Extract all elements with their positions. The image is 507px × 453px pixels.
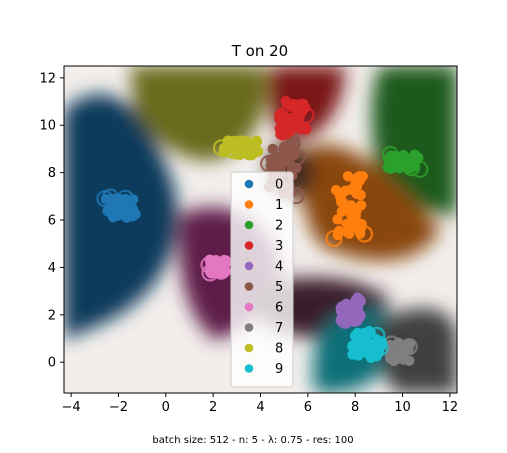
data-point bbox=[349, 184, 359, 194]
data-point bbox=[352, 293, 362, 303]
data-point bbox=[291, 139, 301, 149]
y-axis: 0 2 4 6 8 10 12 bbox=[39, 71, 64, 370]
data-point bbox=[356, 200, 366, 210]
legend-label: 5 bbox=[275, 280, 283, 295]
legend-marker bbox=[245, 344, 254, 353]
data-point bbox=[353, 337, 363, 347]
legend-box bbox=[231, 172, 293, 387]
legend-label: 3 bbox=[275, 239, 283, 254]
y-tick-label: 2 bbox=[48, 308, 56, 323]
legend-label: 7 bbox=[275, 321, 283, 336]
legend-marker bbox=[245, 262, 254, 271]
chart-caption: batch size: 512 - n: 5 - λ: 0.75 - res: … bbox=[152, 435, 353, 446]
data-point bbox=[253, 146, 263, 156]
legend: 0 1 2 3 4 5 6 7 8 9 bbox=[231, 172, 293, 387]
data-point bbox=[251, 135, 261, 145]
x-tick-label: 4 bbox=[256, 400, 264, 415]
x-tick-label: −2 bbox=[109, 400, 128, 415]
legend-marker bbox=[245, 200, 254, 209]
y-tick-label: 12 bbox=[39, 71, 56, 86]
x-tick-label: −4 bbox=[62, 400, 81, 415]
legend-label: 9 bbox=[275, 362, 283, 377]
data-point bbox=[342, 227, 352, 237]
legend-marker bbox=[245, 323, 254, 332]
y-tick-label: 4 bbox=[48, 261, 56, 276]
y-tick-label: 10 bbox=[39, 119, 56, 134]
data-point bbox=[127, 211, 137, 221]
data-point bbox=[353, 172, 363, 182]
legend-label: 0 bbox=[275, 178, 283, 193]
legend-marker bbox=[245, 364, 254, 373]
chart-title: T on 20 bbox=[231, 42, 288, 60]
data-point bbox=[275, 123, 285, 133]
legend-marker bbox=[245, 221, 254, 230]
x-tick-label: 10 bbox=[394, 400, 411, 415]
legend-label: 1 bbox=[275, 198, 283, 213]
x-tick-label: 0 bbox=[162, 400, 170, 415]
legend-label: 6 bbox=[275, 301, 283, 316]
data-point bbox=[336, 194, 346, 204]
data-point bbox=[343, 171, 353, 181]
legend-label: 8 bbox=[275, 342, 283, 357]
x-axis: −4 −2 0 2 4 6 8 10 12 bbox=[62, 393, 459, 415]
legend-marker bbox=[245, 180, 254, 189]
legend-label: 2 bbox=[275, 219, 283, 234]
x-tick-label: 2 bbox=[209, 400, 217, 415]
y-tick-label: 8 bbox=[48, 166, 56, 181]
data-point bbox=[108, 212, 118, 222]
legend-marker bbox=[245, 241, 254, 250]
series-7-points bbox=[384, 337, 417, 367]
x-tick-label: 8 bbox=[351, 400, 359, 415]
x-tick-label: 12 bbox=[442, 400, 459, 415]
x-tick-label: 6 bbox=[304, 400, 312, 415]
y-tick-label: 0 bbox=[48, 356, 56, 371]
y-tick-label: 6 bbox=[48, 214, 56, 229]
legend-marker bbox=[245, 303, 254, 312]
legend-marker bbox=[245, 282, 254, 291]
legend-label: 4 bbox=[275, 260, 283, 275]
